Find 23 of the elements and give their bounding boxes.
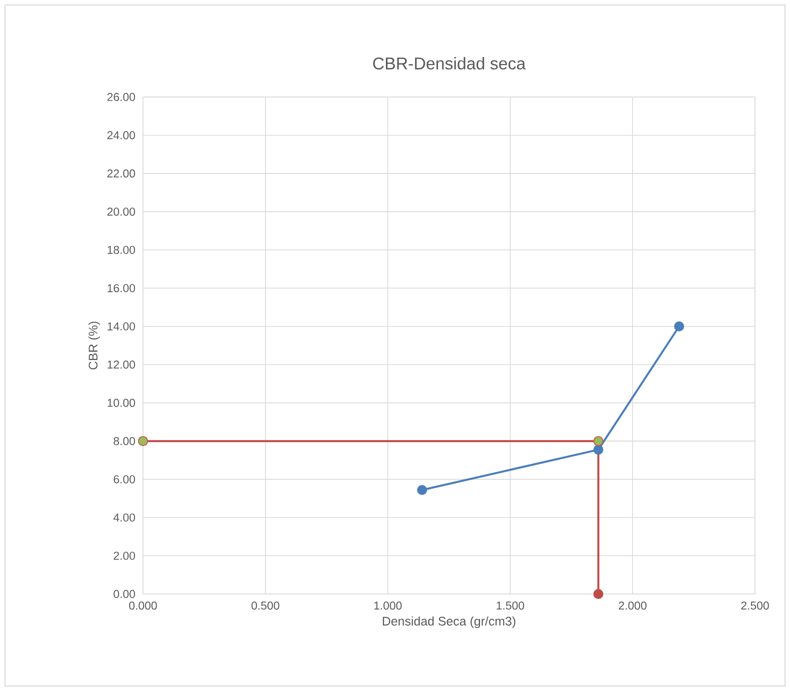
x-tick-label: 1.500 — [496, 602, 524, 610]
x-tick-label: 1.000 — [374, 602, 402, 610]
y-tick-label: 0.00 — [114, 590, 136, 598]
x-tick-label: 2.500 — [741, 602, 769, 610]
y-tick-label: 8.00 — [114, 437, 136, 446]
x-tick-label: 0.000 — [129, 602, 157, 610]
y-tick-label: 20.00 — [107, 208, 136, 216]
y-tick-label: 6.00 — [114, 475, 136, 484]
y-tick-label: 12.00 — [108, 360, 136, 369]
chart-title: CBR-Densidad seca — [373, 57, 526, 70]
x-axis-title: Densidad Seca (gr/cm3) — [382, 616, 516, 628]
x-tick-label: 0.500 — [252, 602, 280, 610]
y-tick-label: 10.00 — [108, 398, 136, 407]
y-axis-title: CBR (%) — [88, 322, 100, 370]
y-tick-label: 26.00 — [107, 92, 136, 102]
y-tick-label: 14.00 — [108, 322, 136, 330]
y-tick-label: 24.00 — [107, 131, 136, 140]
y-tick-label: 16.00 — [108, 284, 136, 292]
y-tick-label: 4.00 — [113, 513, 136, 522]
y-tick-label: 18.00 — [108, 246, 136, 254]
x-tick-label: 2.000 — [618, 602, 646, 610]
y-tick-label: 2.00 — [114, 552, 136, 560]
y-tick-label: 22.00 — [107, 169, 136, 178]
